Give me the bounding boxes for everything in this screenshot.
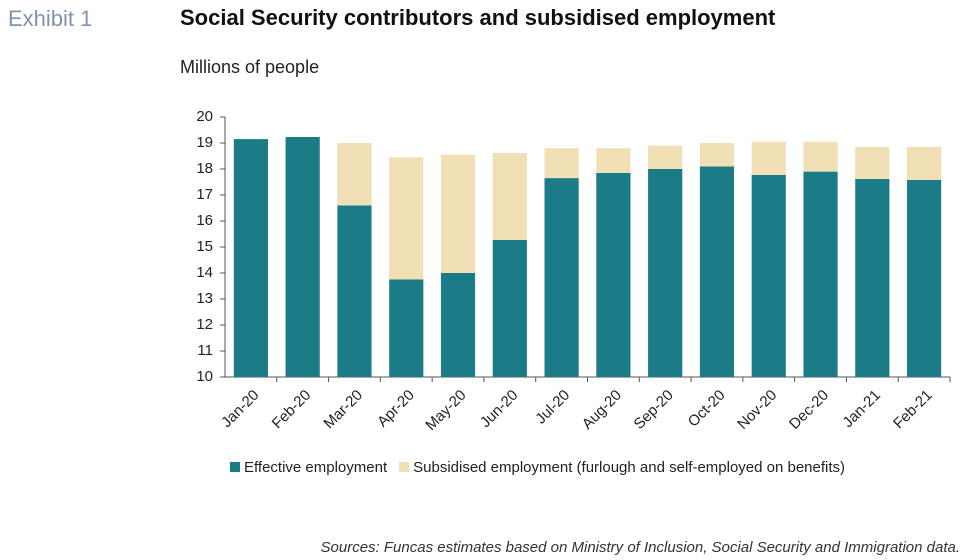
bar-segment [233, 139, 268, 377]
y-tick-label: 15 [196, 238, 213, 255]
bar-segment [751, 141, 786, 175]
bar-segment [492, 239, 527, 377]
bar-segment [596, 148, 631, 173]
x-tick-label: Feb-21 [890, 387, 936, 433]
chart-title: Social Security contributors and subsidi… [180, 5, 776, 30]
y-tick-label: 17 [196, 186, 213, 203]
x-tick-label: Feb-20 [269, 387, 315, 433]
y-tick-label: 14 [196, 264, 213, 281]
bar-segment [440, 154, 476, 273]
exhibit-label: Exhibit 1 [8, 6, 92, 31]
bar-segment [699, 166, 735, 377]
y-tick-label: 20 [196, 108, 213, 125]
x-tick-label: Jan-20 [218, 387, 262, 431]
legend-swatch [399, 462, 410, 472]
x-tick-label: Dec-20 [786, 387, 832, 433]
bar-segment [855, 178, 890, 377]
bar-segment [648, 145, 683, 169]
bar-segment [544, 148, 579, 179]
y-tick-label: 12 [196, 316, 213, 333]
bar-segment [751, 174, 786, 377]
bar-segment [285, 137, 320, 377]
x-tick-label: Oct-20 [685, 387, 729, 431]
y-tick-label: 10 [196, 368, 213, 385]
bar-segment [492, 152, 527, 240]
bar-segment [907, 179, 942, 377]
bar-segment [544, 178, 579, 377]
y-tick-label: 11 [197, 342, 213, 359]
bar-segment [389, 157, 424, 280]
x-tick-label: Aug-20 [579, 387, 625, 433]
y-tick-label: 13 [196, 290, 213, 307]
y-tick-label: 18 [196, 160, 213, 177]
source-note: Sources: Funcas estimates based on Minis… [321, 539, 960, 556]
y-tick-label: 19 [196, 134, 213, 151]
y-tick-label: 16 [196, 212, 213, 229]
x-tick-label: May-20 [422, 387, 469, 434]
x-tick-label: Mar-20 [320, 387, 366, 433]
chart-subtitle: Millions of people [180, 57, 319, 77]
x-tick-label: Jan-21 [839, 387, 883, 431]
bar-segment [337, 143, 372, 206]
legend-swatch [230, 462, 240, 472]
legend-label: Subsidised employment (furlough and self… [413, 459, 845, 476]
bar-segment [803, 141, 838, 172]
x-tick-label: Jun-20 [477, 387, 521, 431]
bar-segment [907, 146, 942, 180]
bar-segment [699, 143, 735, 167]
x-tick-label: Nov-20 [734, 387, 780, 433]
x-tick-label: Jul-20 [532, 387, 573, 428]
x-tick-label: Sep-20 [631, 387, 677, 433]
bar-segment [803, 171, 838, 377]
bar-segment [389, 279, 424, 377]
bar-segment [855, 146, 890, 179]
bar-segment [648, 169, 683, 377]
legend-label: Effective employment [244, 459, 388, 476]
x-tick-label: Apr-20 [374, 387, 418, 431]
bar-segment [337, 205, 372, 377]
bar-segment [440, 273, 476, 377]
bar-segment [596, 172, 631, 377]
